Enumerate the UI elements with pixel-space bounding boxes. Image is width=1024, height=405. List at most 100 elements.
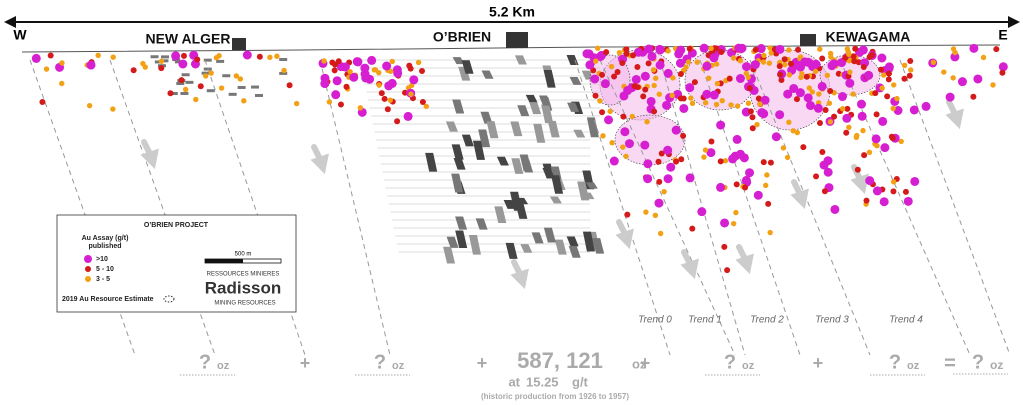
assay-dot <box>777 71 784 78</box>
assay-dot <box>620 144 626 150</box>
assay-dot <box>86 102 93 109</box>
legend-title: O’BRIEN PROJECT <box>144 222 209 229</box>
legend-resource: 2019 Au Resource Estimate <box>62 296 154 303</box>
assay-dot <box>821 188 828 195</box>
assay-dot <box>907 58 914 65</box>
assay-dot <box>407 65 414 72</box>
assay-dot <box>387 68 394 74</box>
assay-dot <box>233 73 240 79</box>
assay-dot <box>340 62 350 72</box>
assay-dot <box>343 83 350 90</box>
assay-dot <box>600 79 610 89</box>
stope <box>541 104 554 123</box>
assay-dot <box>872 186 882 196</box>
assay-dot <box>757 101 763 107</box>
assay-dots <box>31 43 1008 274</box>
assay-dot <box>742 62 752 72</box>
east-label: E <box>998 27 1007 43</box>
assay-dot <box>789 83 799 93</box>
assay-dot <box>795 62 805 72</box>
assay-dot <box>702 89 712 99</box>
assay-dot <box>745 168 755 178</box>
assay-dot <box>776 63 783 70</box>
assay-dot <box>381 95 388 102</box>
assay-dot <box>716 120 726 130</box>
stope <box>461 134 474 147</box>
legend-class: >10 <box>96 256 108 263</box>
assay-dot <box>891 82 897 88</box>
assay-dot <box>218 85 225 91</box>
assay-dot <box>771 132 781 142</box>
flow-arrow <box>510 259 529 290</box>
assay-dot <box>331 67 338 74</box>
assay-dot <box>781 56 788 63</box>
plus-sign: + <box>300 353 311 373</box>
trend-labels: Trend 0 Trend 1 Trend 2 Trend 3 Trend 4 <box>638 315 923 326</box>
stope <box>515 203 528 219</box>
assay-dot <box>745 100 752 106</box>
flow-arrow <box>735 244 754 275</box>
stope <box>592 238 605 254</box>
assay-dot <box>676 45 686 55</box>
assay-dot <box>646 96 656 106</box>
assay-dot <box>663 174 673 184</box>
assay-dot <box>645 60 652 67</box>
stope <box>445 121 458 132</box>
stope <box>206 89 215 93</box>
assay-dot <box>990 82 996 88</box>
assay-dot <box>722 157 729 164</box>
assay-dot <box>702 100 709 106</box>
assay-dot <box>890 179 897 185</box>
stope <box>510 121 523 137</box>
stope <box>520 244 533 253</box>
assay-dot <box>202 73 209 79</box>
assay-dot <box>756 44 766 54</box>
assay-dot <box>387 78 397 88</box>
assay-dot <box>816 119 823 126</box>
assay-dot <box>110 54 116 60</box>
stope <box>517 105 530 117</box>
stope <box>169 92 178 96</box>
assay-dot <box>709 53 719 63</box>
stope <box>443 246 456 264</box>
stope <box>461 60 474 74</box>
assay-dot <box>623 85 633 95</box>
assay-dot <box>871 134 881 144</box>
assay-dot <box>811 59 821 69</box>
stope <box>533 123 546 143</box>
assay-dot <box>320 79 330 89</box>
unknown: ? <box>374 351 386 373</box>
stope <box>176 81 185 85</box>
assay-dot <box>624 211 631 218</box>
assay-dot <box>408 91 414 97</box>
assay-dot <box>823 167 833 177</box>
assay-dot <box>829 59 839 69</box>
assay-dot <box>644 119 650 125</box>
assay-dot <box>663 145 673 155</box>
assay-dot <box>782 61 788 68</box>
assay-dot <box>813 103 823 113</box>
assay-dot <box>856 99 866 109</box>
assay-dot <box>604 115 614 125</box>
assay-dot <box>665 48 671 54</box>
stope <box>566 236 579 247</box>
stope <box>446 236 459 248</box>
assay-dot <box>717 158 724 165</box>
assay-dot <box>790 128 796 134</box>
unknown: ? <box>724 351 736 373</box>
assay-dot <box>357 105 364 111</box>
assay-dot <box>688 95 694 101</box>
assay-dot <box>950 75 956 81</box>
assay-dot <box>658 150 665 157</box>
assay-dot <box>640 93 647 100</box>
assay-dot <box>957 77 967 87</box>
assay-dot <box>865 176 875 186</box>
assay-dot <box>286 82 293 89</box>
assay-dot <box>877 66 884 73</box>
grade: 15.25 <box>526 374 559 389</box>
assay-dot <box>969 43 979 53</box>
assay-dot <box>608 63 615 70</box>
assay-dot <box>767 45 773 51</box>
assay-dot <box>980 54 987 61</box>
assay-dot <box>909 105 919 115</box>
